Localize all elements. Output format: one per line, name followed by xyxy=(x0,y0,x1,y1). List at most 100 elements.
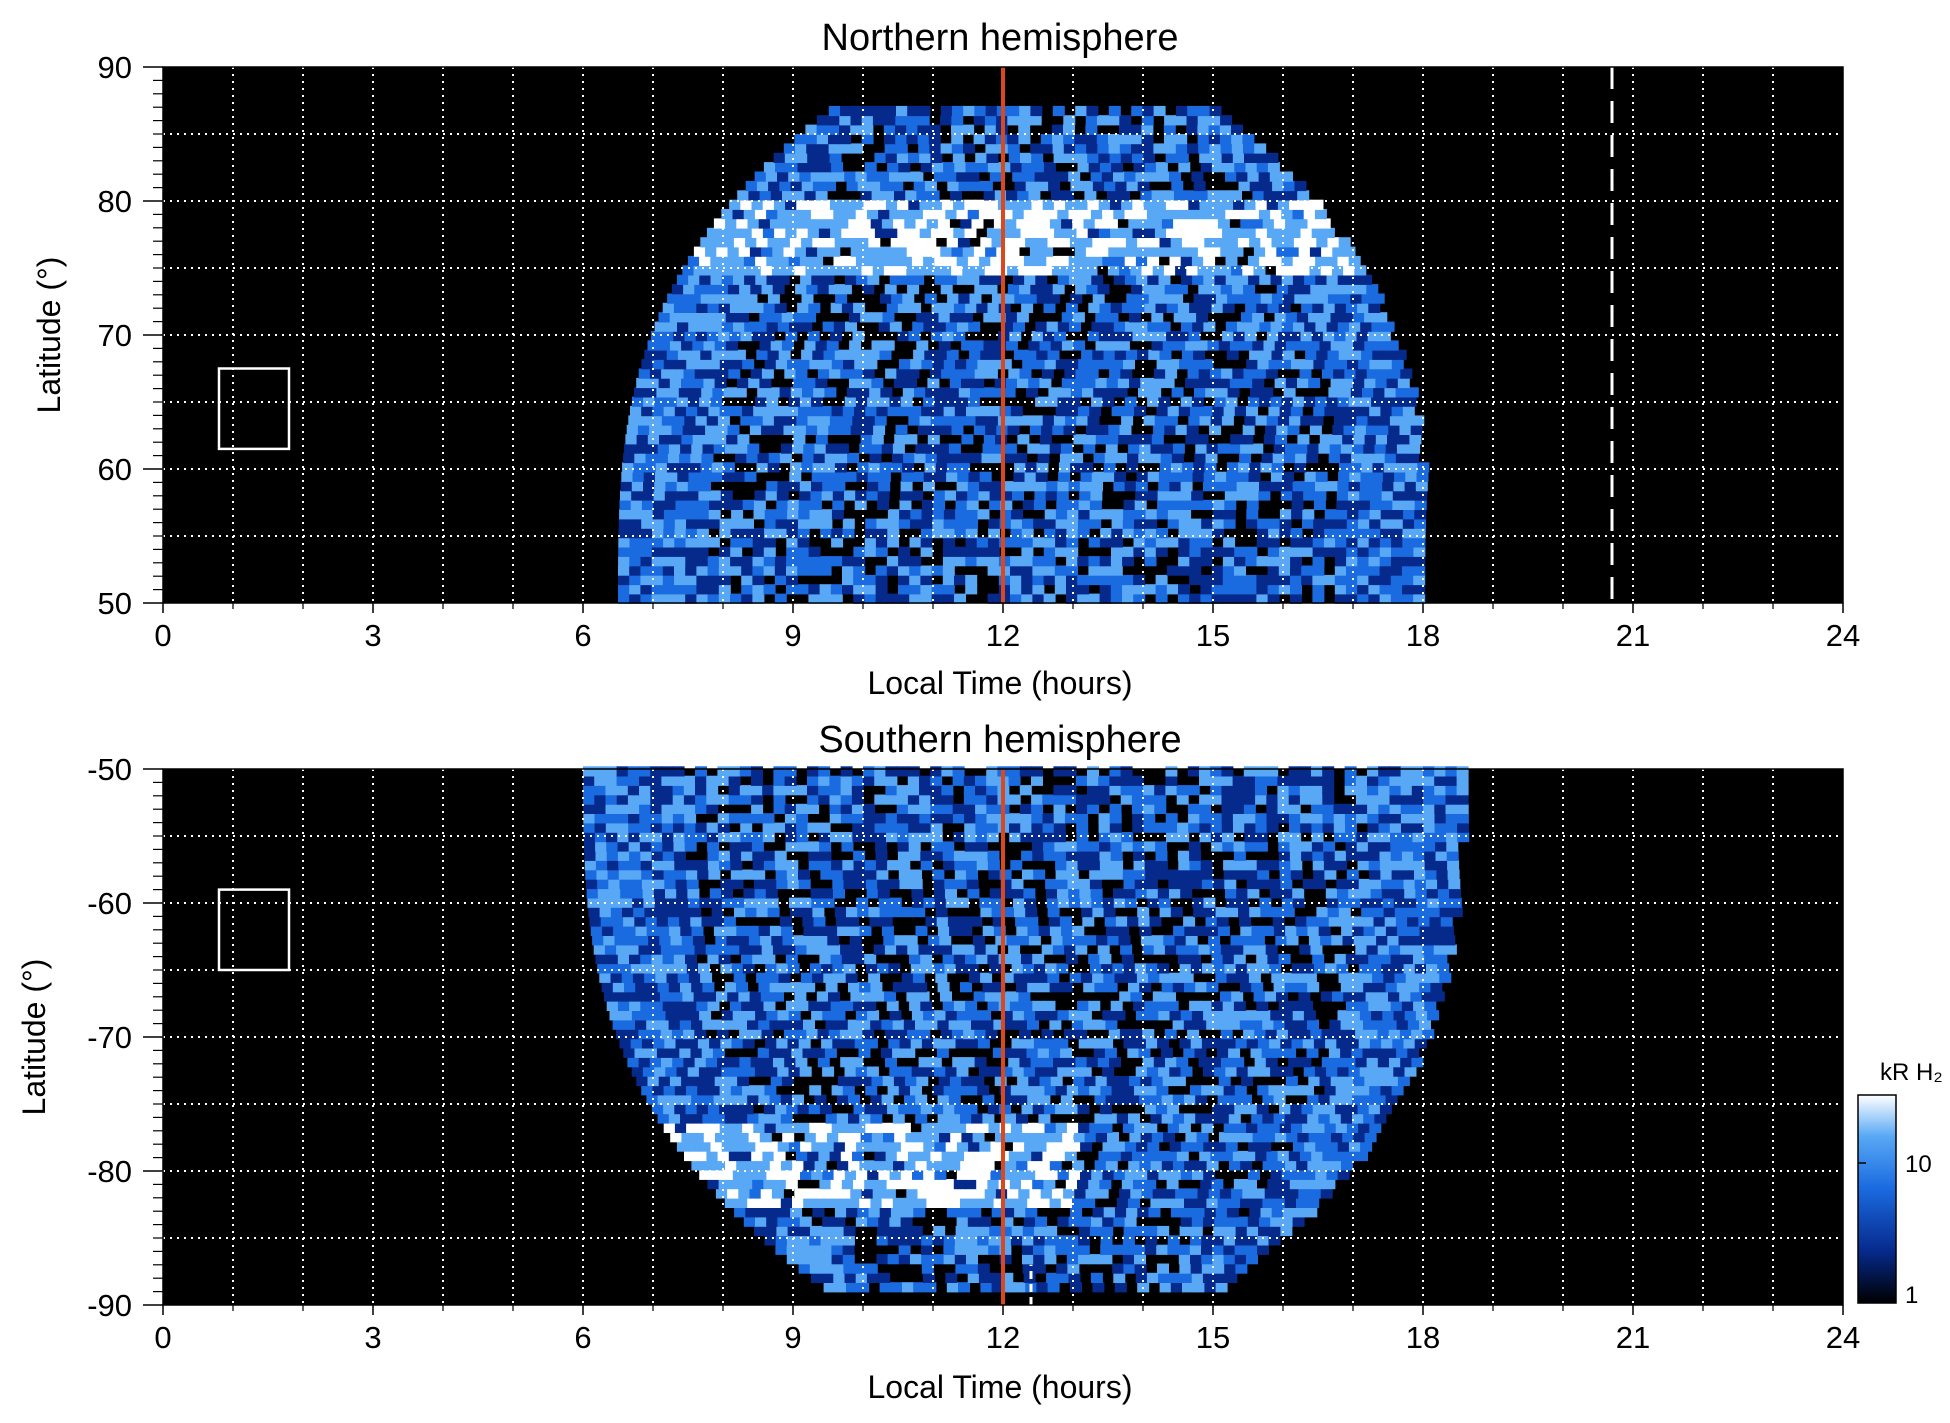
south-emission-cell xyxy=(1348,1010,1361,1021)
north-emission-cell xyxy=(1407,452,1420,464)
south-emission-cell xyxy=(949,1075,962,1087)
south-emission-cell xyxy=(1380,1085,1393,1096)
north-emission-cell xyxy=(1307,443,1320,454)
north-emission-cell xyxy=(1245,593,1258,604)
north-emission-cell xyxy=(1022,499,1035,510)
south-emission-cell xyxy=(1049,1197,1062,1208)
north-emission-cell xyxy=(1119,134,1132,145)
north-emission-cell xyxy=(674,406,687,417)
south-emission-cell xyxy=(1307,1019,1319,1030)
south-emission-cell xyxy=(741,1179,753,1190)
north-emission-cell xyxy=(805,134,818,145)
north-emission-cell xyxy=(1380,528,1393,539)
south-emission-cell xyxy=(1246,1122,1259,1133)
north-emission-cell xyxy=(1085,265,1098,276)
south-emission-cell xyxy=(945,1010,958,1021)
north-emission-cell xyxy=(656,452,669,464)
north-emission-cell xyxy=(685,528,698,539)
south-emission-cell xyxy=(1429,916,1442,927)
south-emission-cell xyxy=(954,1122,967,1133)
north-emission-cell xyxy=(1167,518,1180,529)
north-emission-cell xyxy=(999,509,1012,520)
north-emission-cell xyxy=(1253,246,1266,257)
south-emission-cell xyxy=(1022,963,1035,974)
south-emission-cell xyxy=(1235,963,1248,974)
north-emission-cell xyxy=(1287,424,1300,435)
south-emission-cell xyxy=(1102,1216,1115,1227)
south-emission-cell xyxy=(915,1160,928,1171)
north-emission-cell xyxy=(1124,274,1137,285)
north-emission-cell xyxy=(685,565,698,576)
south-emission-cell xyxy=(631,1066,644,1077)
north-emission-cell xyxy=(799,209,812,220)
north-emission-cell xyxy=(992,387,1005,398)
north-emission-cell xyxy=(1157,490,1170,501)
south-emission-cell xyxy=(1213,1263,1225,1274)
south-emission-cell xyxy=(1023,1216,1036,1227)
south-emission-cell xyxy=(1307,925,1320,936)
north-emission-cell xyxy=(1023,209,1036,220)
north-emission-cell xyxy=(1013,321,1025,332)
north-emission-cell xyxy=(1143,199,1156,210)
south-emission-cell xyxy=(819,953,832,965)
south-emission-cell xyxy=(1059,916,1072,927)
south-emission-cell xyxy=(990,1141,1003,1152)
north-emission-cell xyxy=(670,434,683,445)
north-emission-cell xyxy=(1252,340,1265,351)
south-emission-cell xyxy=(761,944,774,955)
south-emission-cell xyxy=(1090,963,1102,974)
south-emission-cell xyxy=(843,963,856,974)
north-emission-cell xyxy=(1338,471,1351,482)
north-emission-cell xyxy=(897,302,910,313)
north-emission-cell xyxy=(927,190,940,201)
north-emission-cell xyxy=(830,556,843,567)
south-emission-cell xyxy=(1316,907,1329,918)
north-emission-cell xyxy=(629,556,642,567)
north-emission-cell xyxy=(1175,284,1188,295)
north-emission-cell xyxy=(639,415,652,426)
north-emission-cell xyxy=(1218,340,1231,351)
south-emission-cell xyxy=(1270,1169,1283,1180)
south-emission-cell xyxy=(1272,1047,1285,1058)
north-emission-cell xyxy=(1343,284,1356,295)
south-emission-cell xyxy=(638,1057,651,1068)
north-emission xyxy=(618,105,1430,604)
north-emission-cell xyxy=(1175,143,1188,154)
north-emission-cell xyxy=(1339,387,1352,398)
north-emission-cell xyxy=(1356,415,1369,426)
north-emission-cell xyxy=(1087,331,1100,342)
south-emission-cell xyxy=(1091,1169,1104,1180)
south-emission-cell xyxy=(1320,935,1333,946)
north-emission-cell xyxy=(973,265,986,276)
south-emission-cell xyxy=(690,916,703,927)
north-emission-cell xyxy=(1074,246,1087,257)
south-emission-cell xyxy=(1388,944,1401,955)
north-emission-cell xyxy=(842,565,854,576)
south-emission-cell xyxy=(876,1235,889,1246)
north-emission-cell xyxy=(1283,452,1296,464)
north-emission-cell xyxy=(1050,340,1063,351)
south-emission-cell xyxy=(825,1113,838,1124)
north-emission-cell xyxy=(824,180,837,192)
south-emission-cell xyxy=(660,1029,673,1040)
north-emission-cell xyxy=(1073,340,1086,351)
south-emission-cell xyxy=(972,935,985,946)
south-emission-cell xyxy=(705,944,718,955)
south-emission-cell xyxy=(890,1207,903,1218)
north-emission-cell xyxy=(665,321,678,332)
north-emission-cell xyxy=(862,284,875,295)
south-emission-cell xyxy=(880,1047,893,1058)
north-emission-cell xyxy=(940,424,953,435)
north-emission-cell xyxy=(1057,481,1070,492)
north-emission-cell xyxy=(787,359,799,370)
north-emission-cell xyxy=(1345,302,1358,313)
south-emission-cell xyxy=(1009,953,1022,965)
north-emission-cell xyxy=(919,415,932,426)
south-emission-cell xyxy=(610,907,623,918)
south-emission-cell xyxy=(841,1179,854,1190)
north-emission-cell xyxy=(685,556,698,567)
south-emission-cell xyxy=(831,1085,844,1096)
north-emission-cell xyxy=(1270,255,1283,267)
south-emission-cell xyxy=(795,1029,808,1040)
south-emission-cell xyxy=(817,1057,830,1068)
